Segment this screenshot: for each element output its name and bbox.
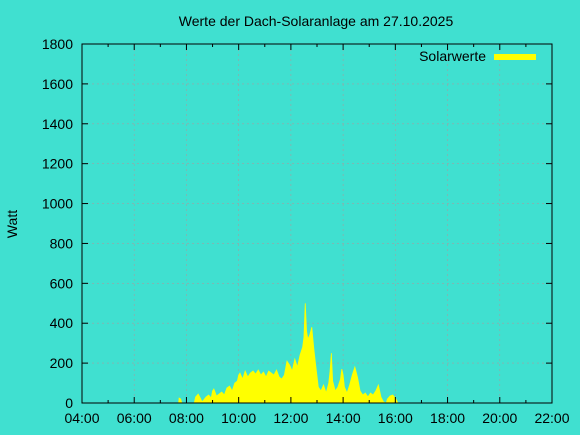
x-tick-label: 16:00	[378, 410, 413, 426]
y-tick-label: 400	[50, 315, 74, 331]
x-tick-label: 20:00	[482, 410, 517, 426]
x-tick-label: 14:00	[326, 410, 361, 426]
grid	[82, 44, 552, 403]
y-tick-label: 1400	[42, 116, 73, 132]
x-tick-label: 22:00	[534, 410, 569, 426]
y-tick-label: 0	[65, 395, 73, 411]
chart-title: Werte der Dach-Solaranlage am 27.10.2025	[179, 13, 454, 29]
y-tick-label: 1200	[42, 156, 73, 172]
y-axis-label: Watt	[4, 210, 20, 238]
x-tick-label: 12:00	[273, 410, 308, 426]
y-tick-label: 1600	[42, 76, 73, 92]
x-tick-label: 10:00	[221, 410, 256, 426]
legend-swatch	[494, 54, 536, 60]
axis-ticks: 0 200 400 600 800 1000 1200 1400 1600 1800 04:00 06…	[42, 36, 570, 426]
legend: Solarwerte	[419, 48, 536, 64]
y-tick-label: 1000	[42, 196, 73, 212]
y-tick-label: 600	[50, 275, 74, 291]
x-tick-label: 06:00	[117, 410, 152, 426]
x-tick-label: 04:00	[64, 410, 99, 426]
y-tick-label: 800	[50, 235, 74, 251]
x-tick-label: 18:00	[430, 410, 465, 426]
x-tick-label: 08:00	[169, 410, 204, 426]
legend-label: Solarwerte	[419, 48, 486, 64]
series-area-solarwerte	[178, 303, 399, 404]
y-tick-label: 200	[50, 355, 74, 371]
series-layer	[178, 303, 399, 404]
y-tick-label: 1800	[42, 36, 73, 52]
